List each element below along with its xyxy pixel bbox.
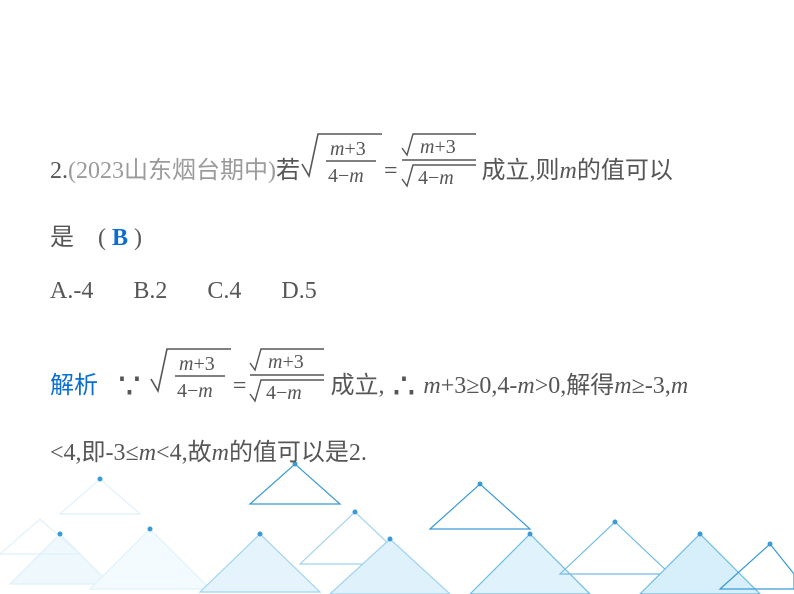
svg-text:m+3: m+3 <box>179 353 215 375</box>
q-tail: 的值可以 <box>577 145 673 198</box>
a2-p3: <4,故 <box>156 427 212 480</box>
c-p7: m <box>671 360 688 413</box>
a2-p4: m <box>212 427 229 480</box>
question-line-2: 是 ( B ) <box>50 212 750 265</box>
eq-sign-2: = <box>233 360 247 413</box>
svg-text:4−m: 4−m <box>266 382 302 404</box>
because-symbol: ∵ <box>118 347 141 426</box>
c-p5: m <box>614 360 631 413</box>
answer-letter: B <box>112 212 128 265</box>
c-p2: +3≥0,4- <box>441 360 518 413</box>
option-a: A.-4 <box>50 265 93 318</box>
eq-sign: = <box>384 145 398 198</box>
c-p6: ≥-3, <box>632 360 671 413</box>
a2-p1: <4,即-3≤ <box>50 427 139 480</box>
c-p3: m <box>517 360 534 413</box>
analysis-line-1: 解析 ∵ m+3 4−m = <box>50 345 750 427</box>
c-p4: >0,解得 <box>535 360 615 413</box>
q-line2-suffix: ) <box>134 212 142 265</box>
analysis-label: 解析 <box>50 360 98 413</box>
slide-content: 2. (2023山东烟台期中) 若 m+3 4−m = <box>50 130 750 480</box>
svg-text:m+3: m+3 <box>268 351 304 373</box>
option-c: C.4 <box>207 265 241 318</box>
q-middle: 成立,则 <box>482 145 560 198</box>
option-d: D.5 <box>281 265 316 318</box>
q-prefix: 若 <box>276 145 300 198</box>
options-line: A.-4 B.2 C.4 D.5 <box>50 265 750 318</box>
svg-text:4−m: 4−m <box>177 380 213 402</box>
svg-text:4−m: 4−m <box>328 165 364 187</box>
a2-p2: m <box>139 427 156 480</box>
q-mvar: m <box>560 145 577 198</box>
question-source: (2023山东烟台期中) <box>68 145 276 198</box>
svg-text:4−m: 4−m <box>418 167 454 189</box>
option-b: B.2 <box>133 265 167 318</box>
svg-text:m+3: m+3 <box>330 138 366 160</box>
sqrt-frac-left-2: m+3 4−m <box>149 345 233 427</box>
c-p1: m <box>423 360 440 413</box>
a2-p5: 的值可以是2. <box>229 427 367 480</box>
analysis-line-2: <4,即-3≤ m <4,故 m 的值可以是2. <box>50 427 750 480</box>
question-line-1: 2. (2023山东烟台期中) 若 m+3 4−m = <box>50 130 750 212</box>
analysis-mid: 成立, <box>330 360 384 413</box>
sqrt-frac-left: m+3 4−m <box>300 130 384 212</box>
sqrt-frac-right-2: m+3 4−m <box>246 345 330 427</box>
q-line2-prefix: 是 ( <box>50 212 106 265</box>
therefore-symbol: ∴ <box>392 347 415 426</box>
sqrt-frac-right: m+3 4−m <box>398 130 482 212</box>
svg-text:m+3: m+3 <box>420 136 456 158</box>
question-number: 2. <box>50 145 68 198</box>
